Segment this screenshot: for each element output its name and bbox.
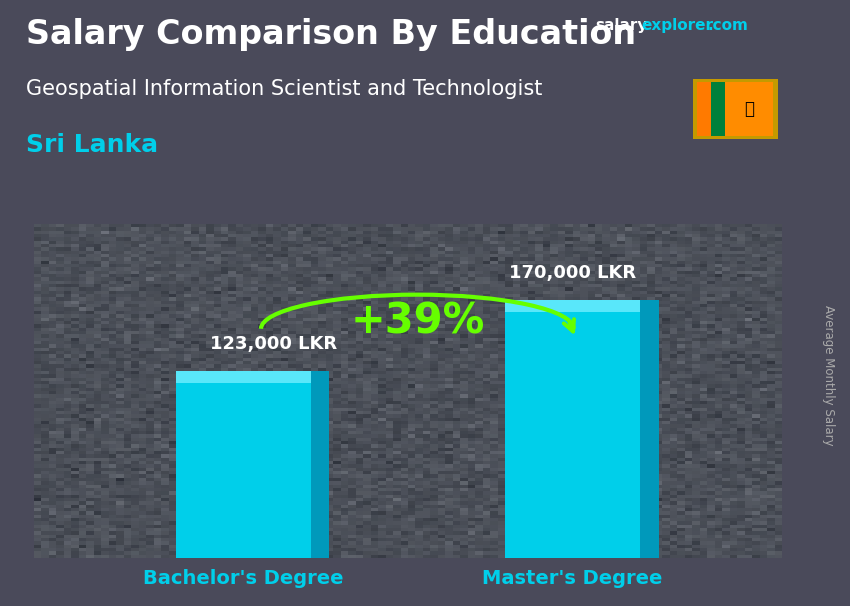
- Bar: [725, 82, 774, 136]
- Polygon shape: [640, 300, 659, 558]
- Bar: [176, 371, 311, 558]
- Bar: [505, 300, 640, 558]
- Bar: [697, 82, 711, 136]
- Text: Sri Lanka: Sri Lanka: [26, 133, 157, 158]
- Text: Master's Degree: Master's Degree: [482, 569, 663, 588]
- Polygon shape: [311, 371, 330, 558]
- Text: Salary Comparison By Education: Salary Comparison By Education: [26, 18, 636, 51]
- Bar: [505, 300, 640, 312]
- Bar: [711, 82, 725, 136]
- Text: 170,000 LKR: 170,000 LKR: [509, 264, 636, 282]
- Text: Average Monthly Salary: Average Monthly Salary: [822, 305, 836, 446]
- Text: 123,000 LKR: 123,000 LKR: [210, 335, 337, 353]
- Text: explorer: explorer: [642, 18, 714, 33]
- Text: .com: .com: [707, 18, 748, 33]
- Text: salary: salary: [595, 18, 648, 33]
- Bar: [176, 371, 311, 384]
- Text: Geospatial Information Scientist and Technologist: Geospatial Information Scientist and Tec…: [26, 79, 542, 99]
- Text: 🦁: 🦁: [745, 100, 755, 118]
- Text: +39%: +39%: [350, 300, 484, 342]
- Text: Bachelor's Degree: Bachelor's Degree: [143, 569, 343, 588]
